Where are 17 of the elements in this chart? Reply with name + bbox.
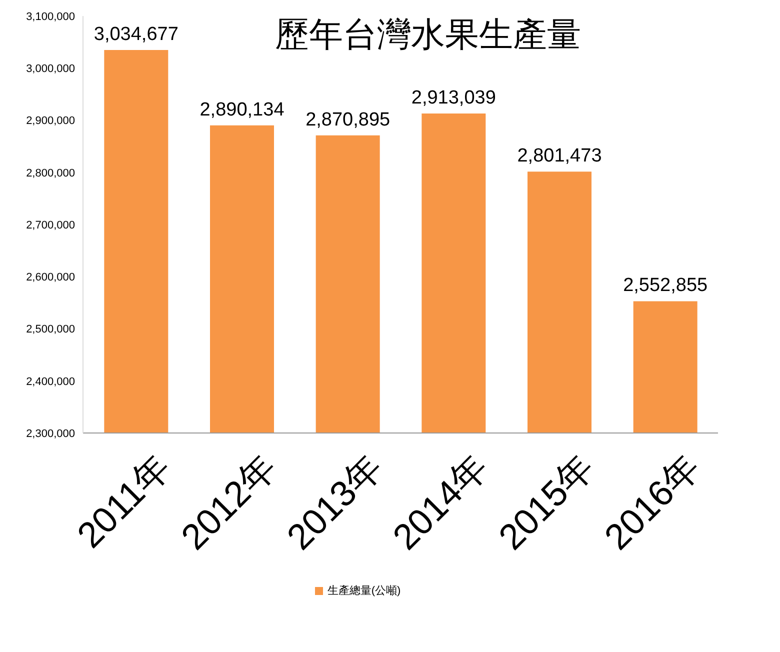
y-tick-label: 3,100,000	[26, 10, 75, 23]
y-tick-label: 2,500,000	[26, 324, 75, 336]
data-label: 2,801,473	[517, 146, 602, 167]
legend-label: 生產總量(公噸)	[327, 585, 401, 597]
data-label: 2,913,039	[411, 87, 496, 108]
chart-title: 歷年台灣水果生產量	[274, 14, 582, 57]
data-label: 2,870,895	[306, 109, 390, 130]
y-tick-label: 2,300,000	[26, 428, 75, 440]
y-tick-label: 2,900,000	[26, 115, 75, 128]
data-label: 2,552,855	[623, 275, 708, 296]
data-label: 2,890,134	[200, 99, 285, 120]
y-tick-label: 2,400,000	[26, 376, 75, 388]
y-tick-label: 2,700,000	[26, 219, 75, 232]
y-tick-label: 2,600,000	[26, 272, 75, 284]
data-label: 3,034,677	[94, 24, 178, 46]
y-tick-label: 3,000,000	[26, 63, 75, 76]
y-tick-label: 2,800,000	[26, 167, 75, 180]
